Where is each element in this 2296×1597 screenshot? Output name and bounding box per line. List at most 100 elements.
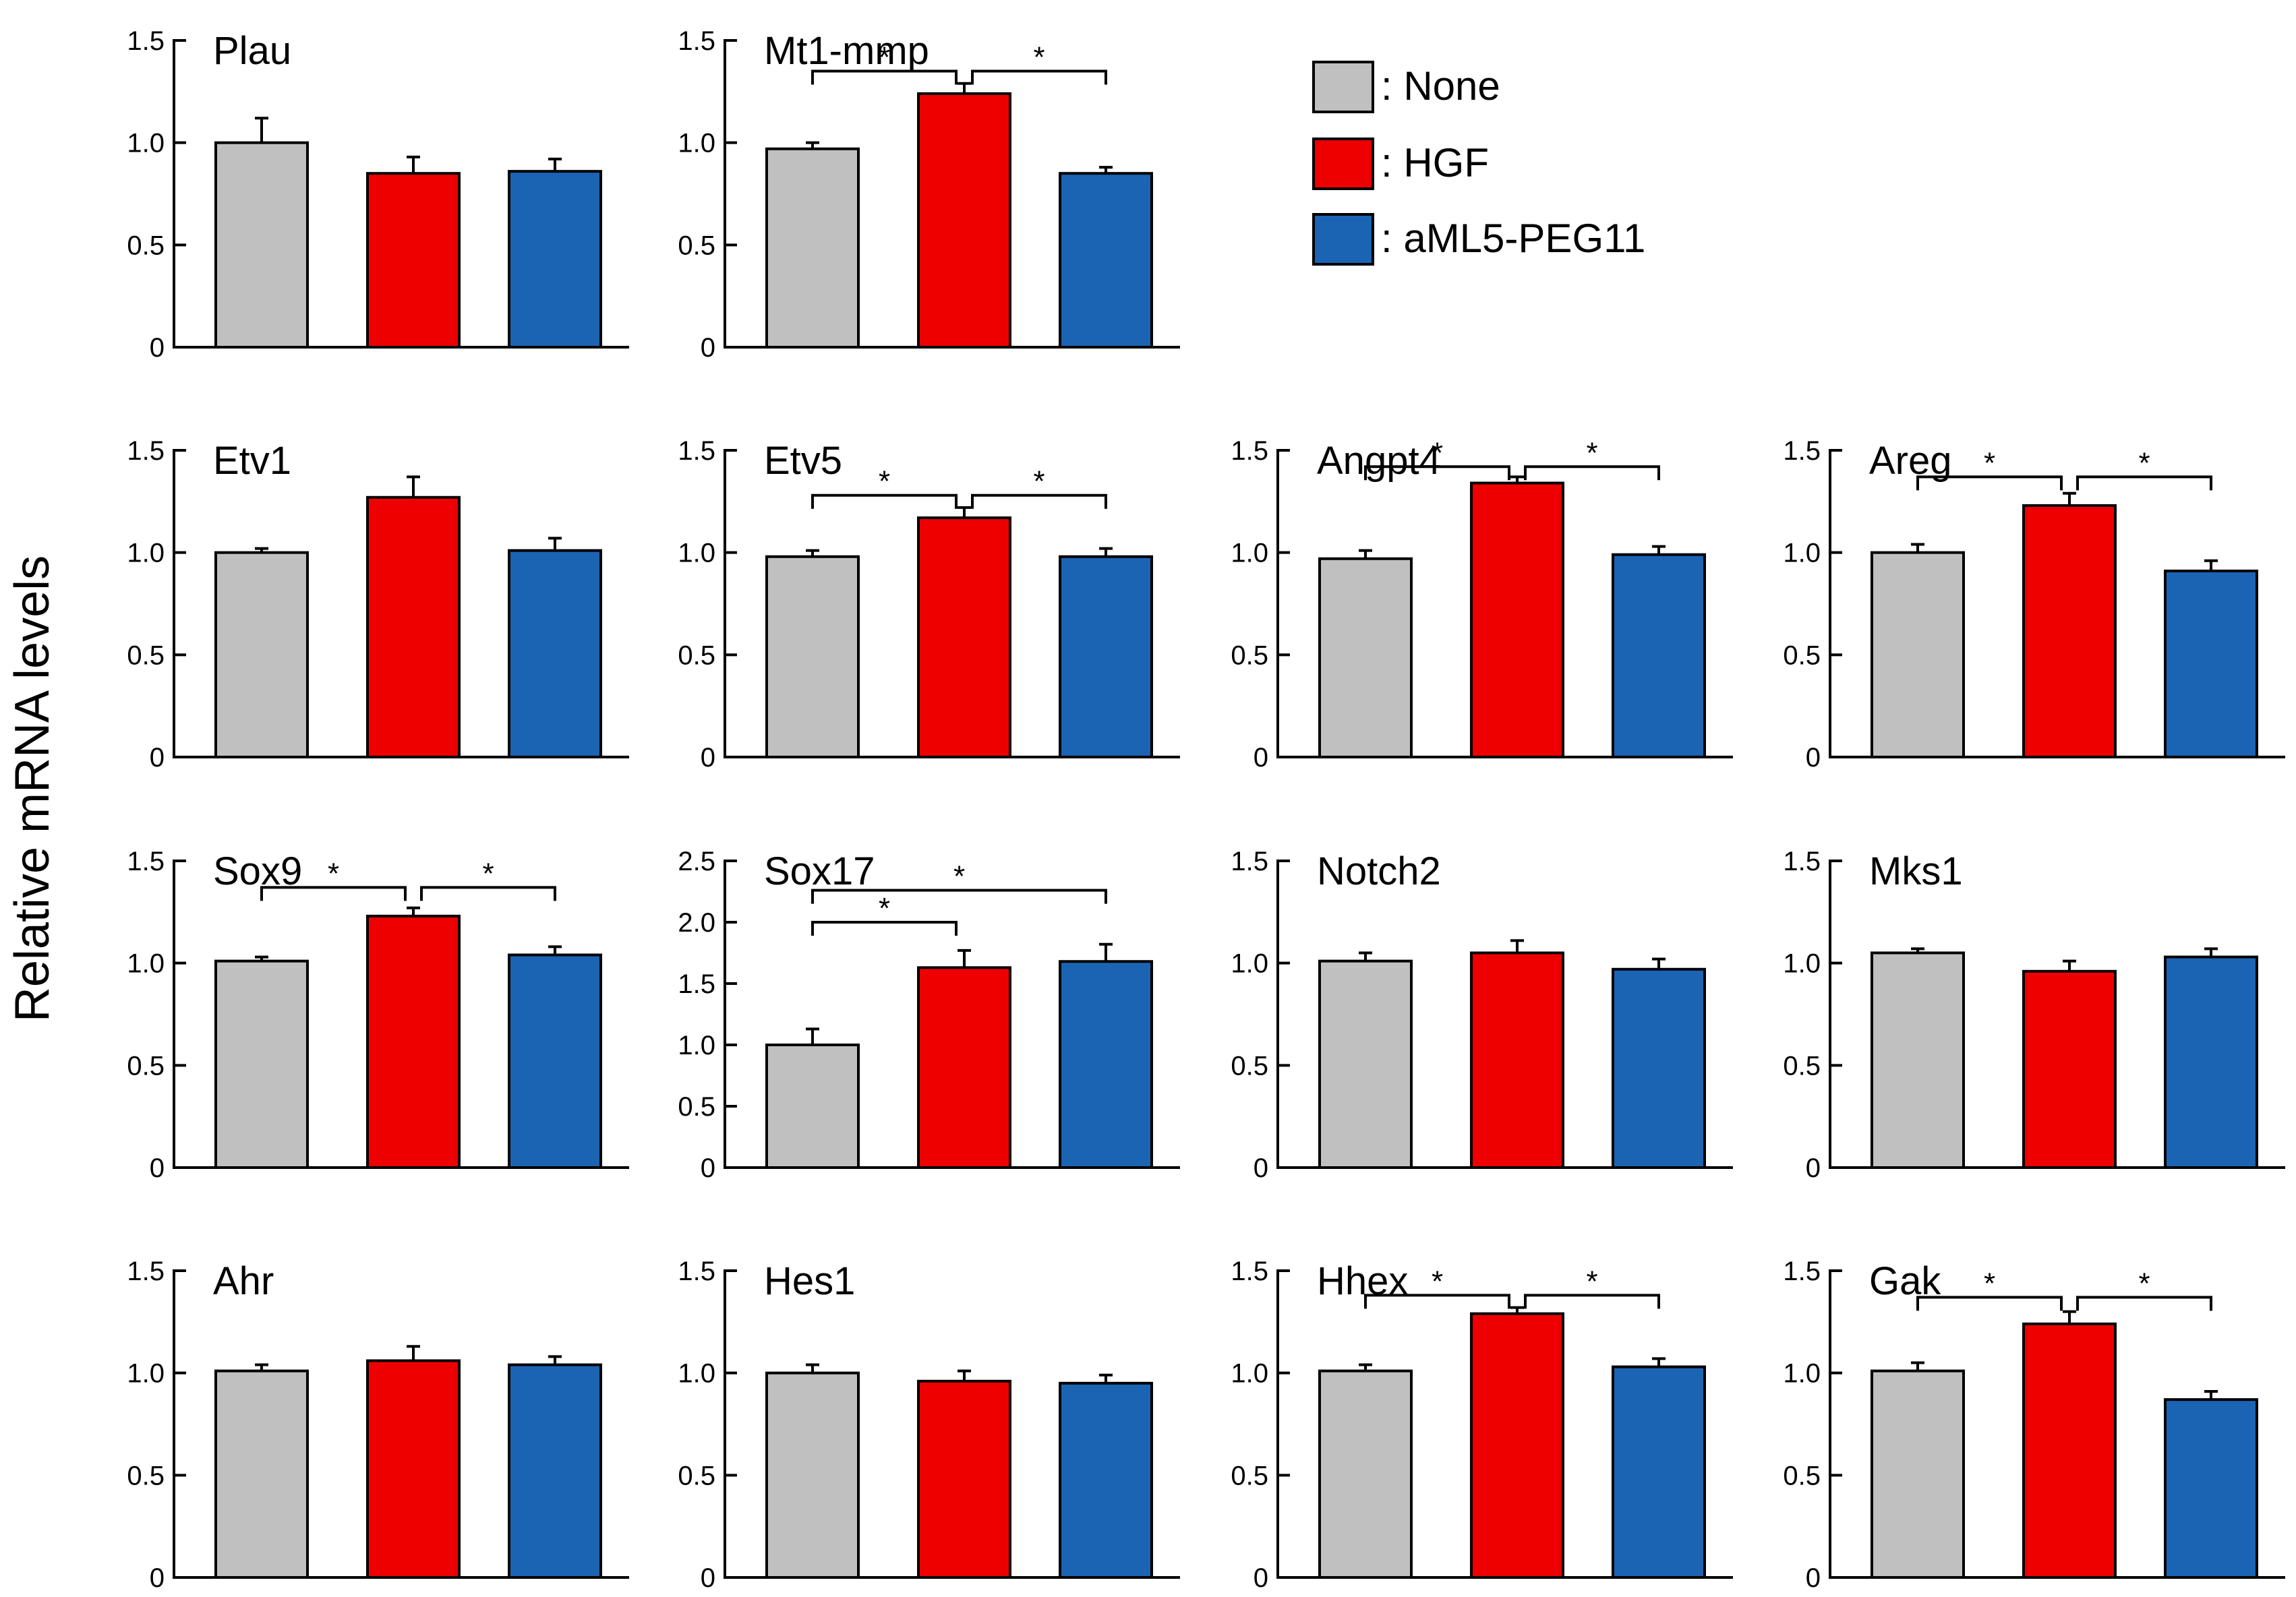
panel-title: Notch2 bbox=[1317, 849, 1441, 893]
bar-aml5-peg11 bbox=[508, 953, 602, 1169]
panel-title: Sox9 bbox=[213, 849, 302, 893]
y-tick-label: 0.5 bbox=[1231, 640, 1268, 670]
significance-bracket bbox=[971, 69, 1107, 85]
bar-hgf bbox=[366, 914, 461, 1170]
panel-title: Mks1 bbox=[1869, 849, 1963, 893]
y-tick-label: 0.5 bbox=[1783, 1051, 1821, 1081]
y-tick-label: 0 bbox=[701, 743, 715, 773]
bar-hgf bbox=[2022, 504, 2117, 759]
panel-hes1: 0 0.5 1.0 1.5 Hes1 bbox=[678, 1257, 1180, 1593]
bar-none bbox=[1318, 959, 1413, 1169]
panel-title: Plau bbox=[213, 29, 291, 73]
y-tick-label: 1.0 bbox=[678, 1359, 715, 1389]
y-tick-label: 0.5 bbox=[678, 1461, 715, 1490]
panel-gak: 0 0.5 1.0 1.5 Gak * * bbox=[1783, 1257, 2285, 1593]
y-tick-label: 0.5 bbox=[1231, 1461, 1268, 1490]
y-tick-label: 1.5 bbox=[678, 969, 715, 999]
significance-star: * bbox=[1432, 436, 1443, 469]
y-tick-label: 1.0 bbox=[1231, 539, 1268, 568]
y-tick-label: 0 bbox=[1254, 1153, 1268, 1183]
y-tick-label: 0 bbox=[701, 1563, 715, 1593]
y-axis-title: Relative mRNA levels bbox=[5, 555, 59, 1022]
significance-bracket bbox=[1916, 1296, 2063, 1311]
bar-none bbox=[765, 147, 860, 349]
bar-aml5-peg11 bbox=[2164, 955, 2258, 1169]
significance-bracket bbox=[1524, 465, 1660, 481]
y-tick-label: 0.5 bbox=[127, 1461, 165, 1490]
y-tick-label: 0 bbox=[150, 333, 165, 363]
legend-label: : None bbox=[1381, 63, 1500, 109]
y-tick-label: 1.0 bbox=[1231, 1359, 1268, 1389]
bar-none bbox=[1871, 551, 1965, 759]
significance-bracket bbox=[420, 886, 556, 901]
bar-none bbox=[1871, 1369, 1965, 1579]
bar-aml5-peg11 bbox=[1059, 555, 1153, 758]
panel-notch2: 0 0.5 1.0 1.5 Notch2 bbox=[1231, 847, 1733, 1183]
panel-title: Hes1 bbox=[764, 1259, 855, 1303]
bar-aml5-peg11 bbox=[2164, 569, 2258, 758]
legend: : None: HGF: aML5-PEG11 bbox=[1312, 61, 1645, 266]
significance-bracket bbox=[1916, 475, 2063, 491]
y-tick-label: 0 bbox=[1806, 1153, 1821, 1183]
y-tick-label: 1.5 bbox=[1231, 847, 1268, 876]
y-tick-label: 1.5 bbox=[678, 1257, 715, 1286]
y-tick-label: 1.0 bbox=[1783, 949, 1821, 979]
y-tick-label: 0 bbox=[701, 1153, 715, 1183]
y-tick-label: 1.0 bbox=[127, 539, 165, 568]
panel-plau: 0 0.5 1.0 1.5 Plau bbox=[127, 26, 629, 363]
bar-hgf bbox=[2022, 1322, 2117, 1579]
bar-none bbox=[1318, 557, 1413, 758]
y-tick-label: 1.0 bbox=[127, 1359, 165, 1389]
bar-aml5-peg11 bbox=[1059, 1381, 1153, 1579]
bar-hgf bbox=[366, 495, 461, 758]
panel-angpt4: 00.51.01.5 Angpt4* * bbox=[1231, 436, 1733, 773]
panel-title: Ahr bbox=[213, 1259, 274, 1303]
panel-sox9: 0 0.5 1.0 1.5 Sox9 * * bbox=[127, 847, 629, 1183]
bar-aml5-peg11 bbox=[1059, 960, 1153, 1169]
significance-star: * bbox=[1984, 1267, 1995, 1300]
legend-swatch-none bbox=[1312, 61, 1374, 113]
y-tick-label: 1.5 bbox=[678, 26, 715, 56]
panel-title: Sox17 bbox=[764, 849, 875, 893]
significance-bracket bbox=[811, 921, 958, 936]
y-tick-label: 1.0 bbox=[1231, 949, 1268, 979]
significance-star: * bbox=[879, 465, 890, 498]
y-tick-label: 0 bbox=[150, 1563, 165, 1593]
bar-hgf bbox=[2022, 969, 2117, 1170]
y-tick-label: 0 bbox=[1254, 743, 1268, 773]
bar-none bbox=[1318, 1369, 1413, 1579]
bar-none bbox=[765, 1044, 860, 1169]
y-tick-label: 1.5 bbox=[1783, 436, 1821, 466]
bar-hgf bbox=[1470, 481, 1564, 758]
panel-title: Mt1-mmp bbox=[764, 29, 929, 73]
significance-star: * bbox=[1432, 1265, 1443, 1298]
y-tick-label: 0 bbox=[150, 1153, 165, 1183]
y-tick-label: 1.0 bbox=[1783, 539, 1821, 568]
significance-star: * bbox=[953, 860, 965, 893]
y-tick-label: 0.5 bbox=[127, 640, 165, 670]
y-tick-label: 2.0 bbox=[678, 908, 715, 938]
panel-hhex: 00.51.01.5 Hhex * * bbox=[1231, 1257, 1733, 1593]
y-tick-label: 1.5 bbox=[1783, 1257, 1821, 1286]
y-tick-label: 0.5 bbox=[678, 1092, 715, 1122]
significance-star: * bbox=[1984, 446, 1995, 479]
y-tick-label: 0.5 bbox=[127, 231, 165, 260]
y-tick-label: 0.5 bbox=[1231, 1051, 1268, 1081]
significance-star: * bbox=[328, 857, 339, 890]
bar-aml5-peg11 bbox=[508, 1363, 602, 1579]
significance-bracket bbox=[1364, 1294, 1510, 1309]
significance-star: * bbox=[1033, 41, 1044, 74]
y-tick-label: 1.5 bbox=[1231, 1257, 1268, 1286]
bar-hgf bbox=[917, 92, 1011, 349]
y-tick-label: 1.5 bbox=[127, 436, 165, 466]
y-tick-label: 0.5 bbox=[1783, 1461, 1821, 1490]
significance-star: * bbox=[1586, 1265, 1597, 1298]
panel-mt1-mmp: 00.51.01.5 Mt1-mmp* * bbox=[678, 26, 1180, 363]
significance-bracket bbox=[260, 886, 407, 901]
panel-title: Areg bbox=[1869, 439, 1952, 483]
legend-label: : HGF bbox=[1381, 140, 1489, 185]
significance-bracket bbox=[1364, 465, 1510, 481]
y-tick-label: 0 bbox=[1806, 743, 1821, 773]
panel-etv1: 0 0.5 1.0 1.5 Etv1 bbox=[127, 436, 629, 773]
